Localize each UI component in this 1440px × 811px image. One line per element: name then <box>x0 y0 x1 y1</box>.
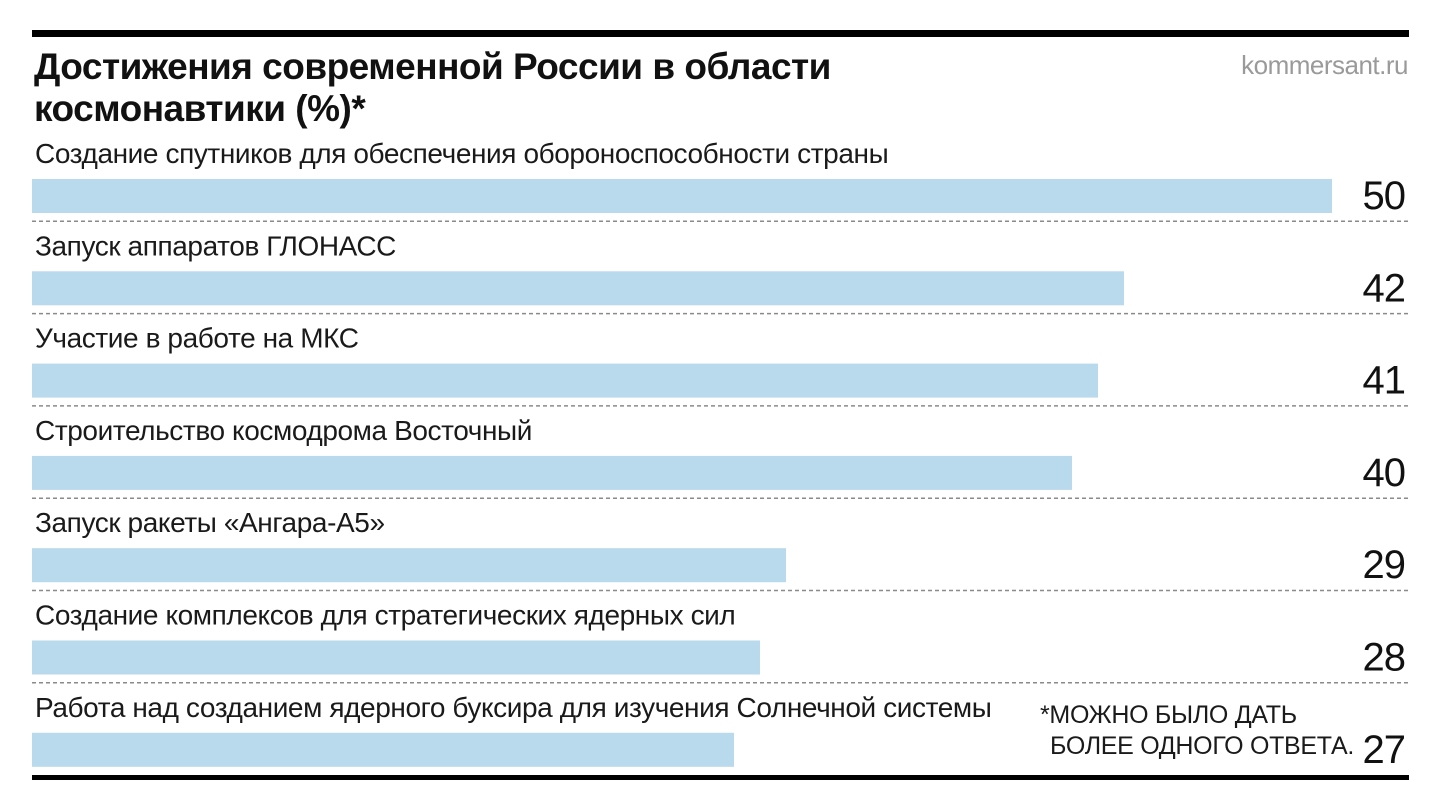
bar <box>32 455 1072 490</box>
value-label: 29 <box>1363 543 1406 587</box>
category-label: Работа над созданием ядерного буксира дл… <box>35 692 991 723</box>
category-label: Запуск ракеты «Ангара-А5» <box>35 507 385 538</box>
footnote-line-1: *МОЖНО БЫЛО ДАТЬ <box>1040 701 1297 729</box>
bar <box>32 548 786 583</box>
value-label: 27 <box>1363 728 1406 772</box>
source-label: kommersant.ru <box>1241 50 1408 80</box>
value-label: 40 <box>1363 451 1406 495</box>
bar <box>32 363 1098 398</box>
category-label: Строительство космодрома Восточный <box>35 415 532 446</box>
footnote: *МОЖНО БЫЛО ДАТЬ БОЛЕЕ ОДНОГО ОТВЕТА. <box>1040 700 1354 762</box>
category-label: Создание комплексов для стратегических я… <box>35 600 735 631</box>
category-label: Запуск аппаратов ГЛОНАСС <box>35 230 396 261</box>
bottom-rule <box>32 775 1409 780</box>
bar <box>32 640 760 675</box>
value-label: 28 <box>1363 636 1406 680</box>
bar <box>32 179 1332 213</box>
footnote-line-2: БОЛЕЕ ОДНОГО ОТВЕТА. <box>1050 732 1354 760</box>
category-label: Создание спутников для обеспечения оборо… <box>35 138 888 169</box>
top-rule <box>32 30 1409 37</box>
value-label: 42 <box>1363 266 1406 310</box>
category-label: Участие в работе на МКС <box>35 323 359 354</box>
chart-title: Достижения современной России в области … <box>34 46 831 129</box>
bar <box>32 271 1124 306</box>
value-label: 41 <box>1363 359 1406 403</box>
value-label: 50 <box>1363 174 1406 218</box>
bar <box>32 732 734 767</box>
